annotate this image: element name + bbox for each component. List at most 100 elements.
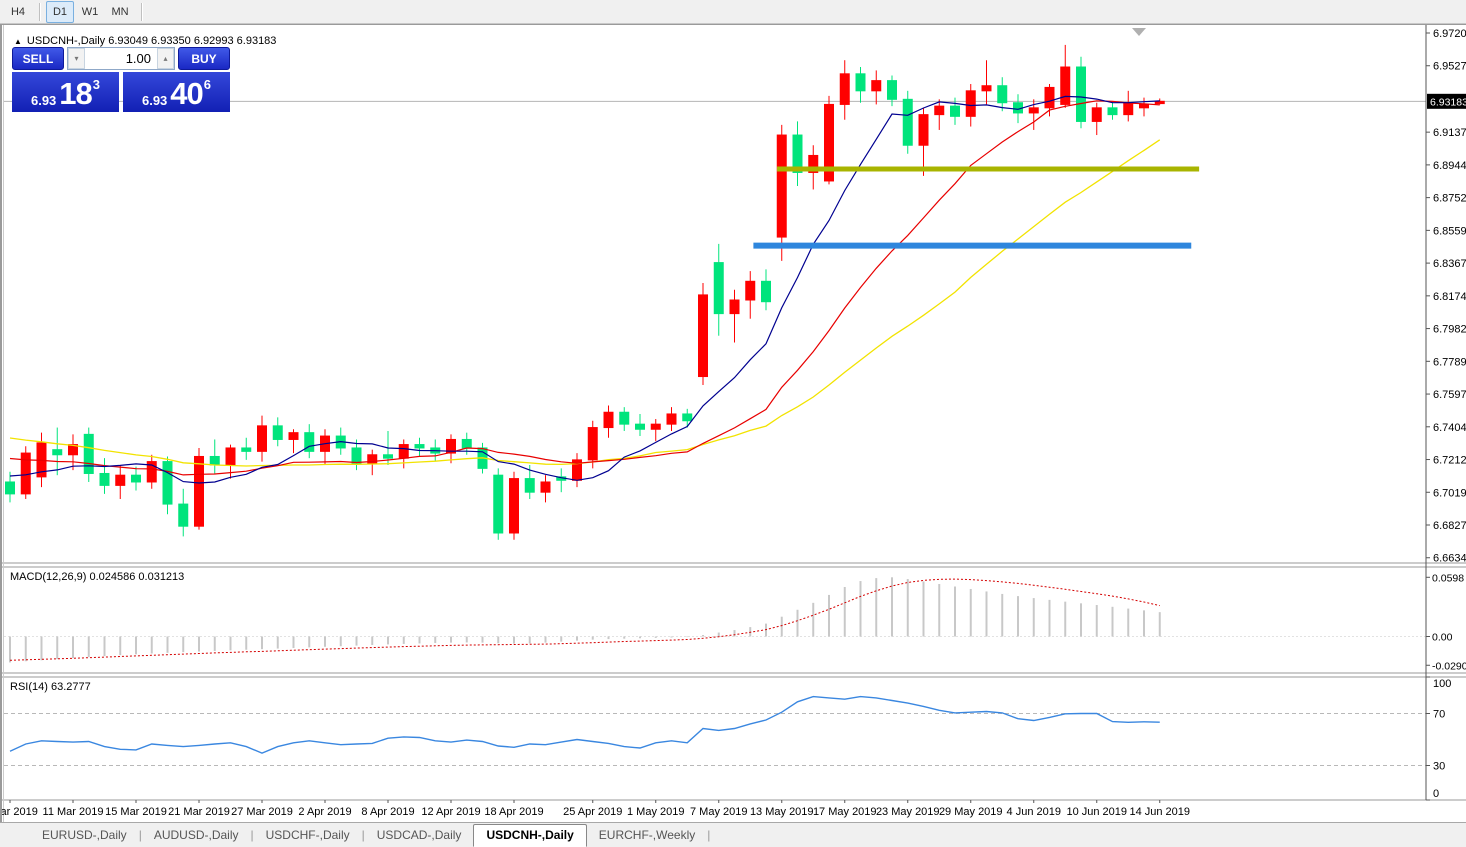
candle-body-bear xyxy=(997,85,1008,104)
current-price-label: 6.93183 xyxy=(1430,96,1466,108)
date-axis-label: 10 Jun 2019 xyxy=(1066,806,1127,818)
chart-canvas[interactable]: 6.97200 6.95275 6.91370 6.89445 6.87520 6.855… xyxy=(2,25,1466,823)
buy-price-prefix: 6.93 xyxy=(141,93,168,108)
date-axis-label: 23 May 2019 xyxy=(876,806,940,818)
candle-body-bear xyxy=(162,461,173,505)
candle-body-bull xyxy=(1028,107,1039,114)
volume-input[interactable] xyxy=(85,48,157,69)
candle-body-bull xyxy=(446,438,456,454)
candle-body-bull xyxy=(1123,102,1134,116)
ma-fast-blue xyxy=(9,95,1160,484)
date-axis-label: 14 Jun 2019 xyxy=(1129,806,1190,818)
candle-body-bear xyxy=(131,474,141,483)
date-axis-label: 21 Mar 2019 xyxy=(168,806,230,818)
candle-body-bull xyxy=(934,105,945,116)
price-axis-label: 6.91370 xyxy=(1433,127,1466,139)
tab-usdcnh-daily[interactable]: USDCNH-,Daily xyxy=(473,824,587,847)
sell-price-big: 18 xyxy=(59,76,92,111)
sell-button[interactable]: SELL xyxy=(12,47,64,70)
candle-body-bull xyxy=(871,80,882,92)
rsi-line xyxy=(9,695,1160,754)
price-axis-label: 6.77895 xyxy=(1433,356,1466,368)
chart-shift-marker[interactable] xyxy=(1132,28,1146,36)
tab-eurchf-weekly[interactable]: EURCHF-,Weekly xyxy=(598,828,696,842)
candle-body-bull xyxy=(981,85,992,92)
candle-body-bull xyxy=(918,114,929,146)
rsi-axis-label: 0 xyxy=(1433,788,1439,800)
candle-body-bear xyxy=(682,413,693,422)
candle-body-bull xyxy=(776,134,787,238)
candle-body-bear xyxy=(351,447,362,464)
candle-body-bear xyxy=(304,432,315,452)
price-axis-label: 6.74045 xyxy=(1433,422,1466,434)
candle-body-bear xyxy=(792,134,803,173)
tab-usdcad-daily[interactable]: USDCAD-,Daily xyxy=(376,828,462,842)
timeframe-button-mn[interactable]: MN xyxy=(111,5,129,18)
candle-body-bull xyxy=(1091,107,1102,122)
tab-eurusd-daily[interactable]: EURUSD-,Daily xyxy=(42,828,127,842)
volume-decrease-button[interactable]: ▾ xyxy=(68,48,85,69)
candle-body-bear xyxy=(461,438,472,449)
candle-body-bull xyxy=(965,90,976,117)
candle-body-bull xyxy=(257,425,267,452)
tab-audusd-daily[interactable]: AUDUSD-,Daily xyxy=(153,828,239,842)
volume-spinner: ▾ ▴ xyxy=(67,47,175,70)
date-axis-label: 25 Apr 2019 xyxy=(563,806,622,818)
candle-body-bear xyxy=(950,105,960,117)
candle-body-bull xyxy=(650,423,661,430)
date-axis-label: 2 Apr 2019 xyxy=(298,806,351,818)
candle-body-bear xyxy=(493,474,504,534)
candle-body-bull xyxy=(1044,86,1055,109)
buy-price-sup: 6 xyxy=(203,77,212,92)
tab-usdchf-daily[interactable]: USDCHF-,Daily xyxy=(265,828,350,842)
candle-body-bull xyxy=(194,455,204,527)
candle-body-bear xyxy=(83,433,94,474)
chart-background xyxy=(2,25,1466,823)
candle-body-bear xyxy=(524,478,535,493)
buy-button[interactable]: BUY xyxy=(178,47,230,70)
price-axis-label: 6.79820 xyxy=(1433,324,1466,336)
candle-body-bull xyxy=(509,478,519,534)
sell-price-panel[interactable]: 6.93 18 3 xyxy=(12,72,119,112)
macd-header: MACD(12,26,9) 0.024586 0.031213 xyxy=(10,571,185,583)
candle-body-bear xyxy=(713,262,724,315)
chart-title-text: USDCNH-,Daily 6.93049 6.93350 6.92993 6.… xyxy=(26,35,277,47)
candle-body-bear xyxy=(414,444,425,449)
candle-body-bull xyxy=(540,481,551,493)
date-axis-label: 13 May 2019 xyxy=(750,806,814,818)
price-axis-label: 6.89445 xyxy=(1433,160,1466,172)
collapse-triangle-icon[interactable]: ▲ xyxy=(14,36,22,46)
date-axis-label: 27 Mar 2019 xyxy=(231,806,293,818)
candle-body-bear xyxy=(209,455,220,466)
timeframe-button-w1[interactable]: W1 xyxy=(81,5,99,18)
candle-body-bull xyxy=(225,447,236,466)
candle-body-bull xyxy=(587,427,598,461)
candle-body-bull xyxy=(603,411,614,429)
tab-separator: | xyxy=(361,828,365,842)
sell-price-sup: 3 xyxy=(92,77,101,92)
timeframe-button-d1[interactable]: D1 xyxy=(46,0,74,23)
date-axis-label: 7 May 2019 xyxy=(690,806,747,818)
date-axis-label: 4 Jun 2019 xyxy=(1007,806,1061,818)
candle-body-bull xyxy=(745,280,756,301)
volume-increase-button[interactable]: ▴ xyxy=(157,48,174,69)
candle-body-bull xyxy=(367,454,378,464)
candle-body-bull xyxy=(68,444,78,456)
symbol-tab-bar: EURUSD-,Daily | AUDUSD-,Daily | USDCHF-,… xyxy=(0,822,1466,847)
price-axis-label: 6.66345 xyxy=(1433,553,1466,565)
macd-axis-label: 0.0598 xyxy=(1432,572,1464,584)
candle-body-bear xyxy=(1107,107,1118,116)
candle-body-bull xyxy=(1139,103,1149,109)
rsi-header: RSI(14) 63.2777 xyxy=(10,681,91,693)
candle-body-bull xyxy=(288,432,299,440)
toolbar-separator xyxy=(39,2,41,21)
date-axis-label: 29 May 2019 xyxy=(939,806,1003,818)
candle-body-bull xyxy=(808,154,819,173)
candle-body-bear xyxy=(902,98,913,146)
candle-body-bear xyxy=(619,411,630,425)
price-axis-label: 6.68270 xyxy=(1433,520,1466,532)
timeframe-button-h4[interactable]: H4 xyxy=(10,5,26,18)
macd-axis-label: 0.00 xyxy=(1432,632,1453,644)
buy-price-panel[interactable]: 6.93 40 6 xyxy=(123,72,230,112)
